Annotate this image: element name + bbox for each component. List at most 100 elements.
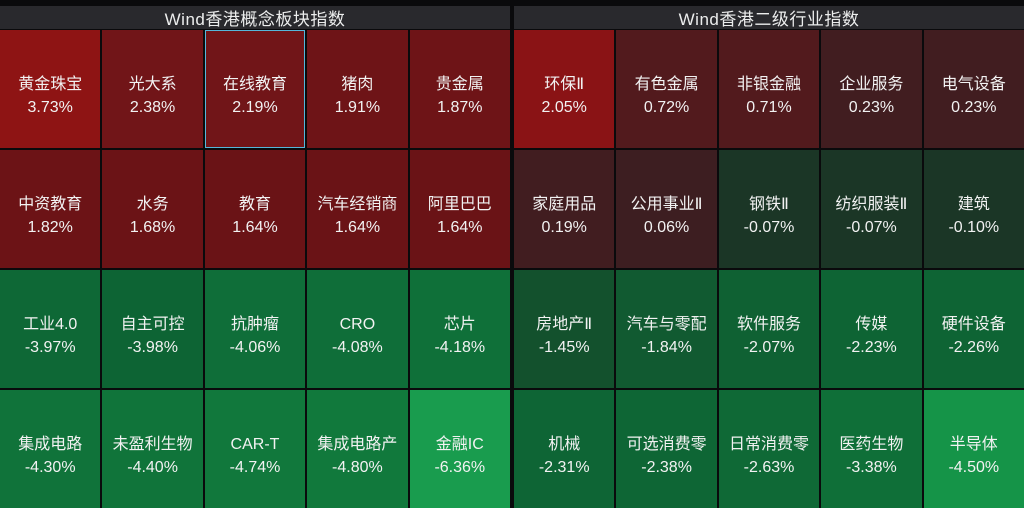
cell-sector-label: 电气设备 xyxy=(941,76,1006,94)
heatmap-cell[interactable]: 集成电路产 -4.80% xyxy=(307,390,408,508)
cell-change-value: 2.38% xyxy=(129,98,176,116)
heatmap-cell[interactable]: 钢铁Ⅱ -0.07% xyxy=(718,150,820,268)
cell-sector-label: 环保Ⅱ xyxy=(544,76,585,94)
cell-sector-label: 日常消费零 xyxy=(728,436,809,454)
cell-change-value: 1.64% xyxy=(334,218,381,236)
cell-change-value: 1.82% xyxy=(27,218,73,236)
heatmap-cell[interactable]: 半导体 -4.50% xyxy=(923,390,1024,508)
cell-sector-label: 阿里巴巴 xyxy=(427,196,492,214)
heatmap-grid-concept: 黄金珠宝 3.73% 光大系 2.38% 在线教育 2.19% 猪肉 1.91% 贵金属 1.87… xyxy=(0,30,510,508)
heatmap-cell[interactable]: 机械 -2.31% xyxy=(514,390,615,508)
cell-sector-label: CRO xyxy=(339,316,376,334)
cell-sector-label: 猪肉 xyxy=(341,76,374,94)
heatmap-cell[interactable]: 企业服务 0.23% xyxy=(821,30,922,148)
heatmap-cell[interactable]: 建筑 -0.10% xyxy=(923,150,1024,268)
cell-sector-label: CAR-T xyxy=(230,436,280,454)
heatmap-cell[interactable]: 汽车经销商 1.64% xyxy=(307,150,408,268)
cell-change-value: -6.36% xyxy=(434,458,486,476)
cell-change-value: -3.98% xyxy=(127,338,178,356)
cell-change-value: -3.38% xyxy=(846,458,897,476)
heatmap-cell[interactable]: 软件服务 -2.07% xyxy=(718,270,820,388)
heatmap-cell[interactable]: 水务 1.68% xyxy=(102,150,203,268)
heatmap-cell[interactable]: 工业4.0 -3.97% xyxy=(0,270,101,388)
cell-change-value: -4.74% xyxy=(229,458,281,476)
heatmap-cell[interactable]: 贵金属 1.87% xyxy=(409,30,510,148)
heatmap-cell[interactable]: 非银金融 0.71% xyxy=(718,30,820,148)
cell-sector-label: 房地产Ⅱ xyxy=(536,316,593,334)
cell-change-value: -4.50% xyxy=(948,458,1000,476)
cell-sector-label: 半导体 xyxy=(949,436,998,454)
heatmap-cell[interactable]: 可选消费零 -2.38% xyxy=(616,390,717,508)
heatmap-cell[interactable]: 金融IC -6.36% xyxy=(409,390,510,508)
cell-sector-label: 机械 xyxy=(548,436,581,454)
cell-sector-label: 企业服务 xyxy=(839,76,904,94)
cell-change-value: -4.40% xyxy=(127,458,178,476)
cell-change-value: 1.87% xyxy=(437,98,483,116)
cell-change-value: 1.64% xyxy=(437,218,483,236)
panel-concept-indices: Wind香港概念板块指数 黄金珠宝 3.73% 光大系 2.38% 在线教育 2.19% 猪… xyxy=(0,6,510,508)
heatmap-cell[interactable]: CRO -4.08% xyxy=(307,270,408,388)
cell-sector-label: 自主可控 xyxy=(120,316,185,334)
cell-change-value: 1.68% xyxy=(129,218,176,236)
cell-sector-label: 建筑 xyxy=(957,196,990,214)
heatmap-cell[interactable]: 光大系 2.38% xyxy=(102,30,203,148)
heatmap-cell[interactable]: 硬件设备 -2.26% xyxy=(923,270,1024,388)
cell-sector-label: 汽车经销商 xyxy=(317,196,398,214)
cell-sector-label: 硬件设备 xyxy=(941,316,1006,334)
heatmap-cell[interactable]: 传媒 -2.23% xyxy=(821,270,922,388)
heatmap-cell[interactable]: 教育 1.64% xyxy=(204,150,306,268)
cell-change-value: -2.38% xyxy=(641,458,692,476)
heatmap-cell[interactable]: 公用事业Ⅱ 0.06% xyxy=(616,150,717,268)
cell-change-value: 1.64% xyxy=(232,218,278,236)
heatmap-cell[interactable]: 电气设备 0.23% xyxy=(923,30,1024,148)
cell-change-value: 2.19% xyxy=(232,98,278,116)
cell-sector-label: 中资教育 xyxy=(18,196,83,214)
heatmap-cell[interactable]: 纺织服装Ⅱ -0.07% xyxy=(821,150,922,268)
heatmap-cell[interactable]: 汽车与零配 -1.84% xyxy=(616,270,717,388)
cell-sector-label: 芯片 xyxy=(443,316,476,334)
heatmap-cell[interactable]: 自主可控 -3.98% xyxy=(102,270,203,388)
heatmap-cell[interactable]: 有色金属 0.72% xyxy=(616,30,717,148)
heatmap-cell[interactable]: 黄金珠宝 3.73% xyxy=(0,30,101,148)
heatmap-cell[interactable]: 在线教育 2.19% xyxy=(204,30,306,148)
cell-sector-label: 光大系 xyxy=(128,76,177,94)
cell-sector-label: 有色金属 xyxy=(634,76,699,94)
cell-sector-label: 可选消费零 xyxy=(626,436,707,454)
heatmap-cell[interactable]: 抗肿瘤 -4.06% xyxy=(204,270,306,388)
heatmap-cell[interactable]: 日常消费零 -2.63% xyxy=(718,390,820,508)
cell-sector-label: 黄金珠宝 xyxy=(18,76,83,94)
cell-sector-label: 在线教育 xyxy=(222,76,287,94)
cell-sector-label: 教育 xyxy=(238,196,271,214)
cell-change-value: -0.07% xyxy=(846,218,897,236)
heatmap-cell[interactable]: 集成电路 -4.30% xyxy=(0,390,101,508)
cell-change-value: -4.18% xyxy=(434,338,486,356)
cell-sector-label: 贵金属 xyxy=(435,76,484,94)
heatmap-cell[interactable]: 房地产Ⅱ -1.45% xyxy=(514,270,615,388)
cell-change-value: 0.23% xyxy=(848,98,895,116)
cell-sector-label: 工业4.0 xyxy=(23,316,78,334)
heatmap-cell[interactable]: CAR-T -4.74% xyxy=(204,390,306,508)
cell-sector-label: 水务 xyxy=(136,196,169,214)
cell-sector-label: 医药生物 xyxy=(839,436,904,454)
heatmap-cell[interactable]: 芯片 -4.18% xyxy=(409,270,510,388)
cell-change-value: 0.06% xyxy=(643,218,690,236)
heatmap-cell[interactable]: 阿里巴巴 1.64% xyxy=(409,150,510,268)
cell-sector-label: 家庭用品 xyxy=(532,196,597,214)
cell-change-value: -0.10% xyxy=(948,218,1000,236)
panel-title-industry: Wind香港二级行业指数 xyxy=(514,6,1024,29)
heatmap-cell[interactable]: 家庭用品 0.19% xyxy=(514,150,615,268)
cell-change-value: -2.26% xyxy=(948,338,1000,356)
heatmap-grid-industry: 环保Ⅱ 2.05% 有色金属 0.72% 非银金融 0.71% 企业服务 0.23% 电气设备 0… xyxy=(514,30,1024,508)
cell-change-value: 1.91% xyxy=(334,98,381,116)
heatmap-cell[interactable]: 医药生物 -3.38% xyxy=(821,390,922,508)
cell-change-value: -2.63% xyxy=(743,458,795,476)
heatmap-cell[interactable]: 未盈利生物 -4.40% xyxy=(102,390,203,508)
cell-change-value: -4.30% xyxy=(24,458,76,476)
cell-change-value: -4.80% xyxy=(332,458,383,476)
heatmap-cell[interactable]: 中资教育 1.82% xyxy=(0,150,101,268)
cell-change-value: 0.23% xyxy=(951,98,997,116)
heatmap-cell[interactable]: 猪肉 1.91% xyxy=(307,30,408,148)
cell-change-value: -2.23% xyxy=(846,338,897,356)
heatmap-cell[interactable]: 环保Ⅱ 2.05% xyxy=(514,30,615,148)
